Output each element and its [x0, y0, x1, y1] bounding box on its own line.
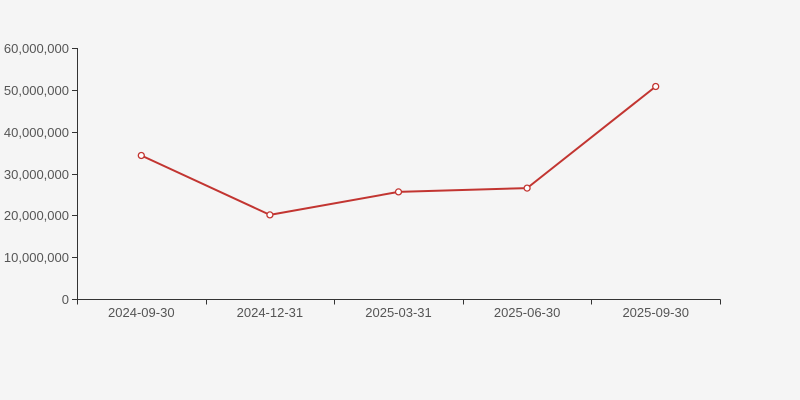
x-tick-label: 2025-03-31	[365, 305, 432, 320]
y-tick-label: 0	[62, 292, 69, 307]
axes	[72, 48, 721, 305]
y-tick-label: 60,000,000	[4, 41, 69, 56]
y-tick-label: 20,000,000	[4, 208, 69, 223]
x-tick-label: 2025-06-30	[494, 305, 561, 320]
y-tick-label: 30,000,000	[4, 167, 69, 182]
y-tick-label: 10,000,000	[4, 250, 69, 265]
y-tick-label: 40,000,000	[4, 125, 69, 140]
data-point-marker[interactable]	[394, 188, 403, 196]
data-point-marker[interactable]	[266, 211, 274, 219]
data-line	[140, 85, 657, 216]
x-tick-label: 2025-09-30	[622, 305, 689, 320]
data-point-marker[interactable]	[652, 82, 660, 91]
x-tick-label: 2024-12-31	[237, 305, 304, 320]
data-point-marker[interactable]	[523, 184, 531, 192]
data-point-marker[interactable]	[137, 151, 145, 160]
y-tick-label: 50,000,000	[4, 83, 69, 98]
x-tick-label: 2024-09-30	[108, 305, 175, 320]
